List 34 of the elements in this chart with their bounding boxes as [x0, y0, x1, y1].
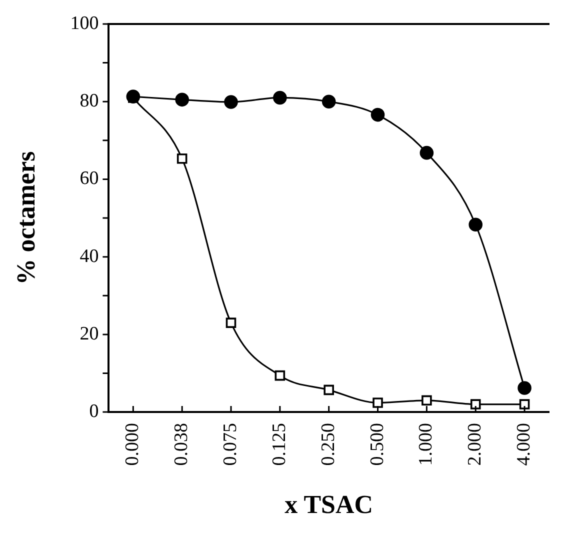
point	[518, 381, 532, 395]
x-tick-label: 1.000	[416, 423, 437, 466]
x-tick-label: 0.250	[318, 423, 339, 466]
x-tick-label: 2.000	[464, 423, 486, 466]
point	[224, 95, 238, 109]
point	[322, 94, 336, 109]
point	[274, 370, 286, 381]
point	[519, 399, 530, 410]
point	[468, 218, 483, 232]
point	[226, 318, 236, 328]
y-tick-label: 60	[80, 168, 99, 190]
y-tick-label: 40	[80, 246, 99, 267]
y-tick-label: 100	[70, 12, 99, 34]
point	[372, 398, 383, 408]
y-axis-title: % octamers	[11, 151, 40, 285]
point	[422, 395, 432, 406]
y-tick-label: 20	[80, 323, 99, 344]
x-tick-label: 4.000	[514, 423, 535, 466]
x-tick-label: 0.075	[220, 423, 241, 466]
y-tick-label: 0	[89, 401, 99, 422]
point	[126, 90, 140, 104]
x-tick-label: 0.125	[268, 423, 290, 466]
point	[273, 90, 287, 105]
point	[470, 399, 481, 410]
point	[324, 384, 334, 396]
point	[370, 108, 385, 122]
x-axis-title: x TSAC	[284, 490, 374, 520]
x-tick-label: 0.500	[366, 423, 388, 466]
y-tick-label: 80	[80, 90, 99, 112]
point	[420, 146, 434, 160]
x-tick-label: 0.000	[122, 423, 144, 466]
point	[175, 92, 189, 107]
point	[176, 154, 188, 164]
x-tick-label: 0.038	[171, 423, 192, 466]
